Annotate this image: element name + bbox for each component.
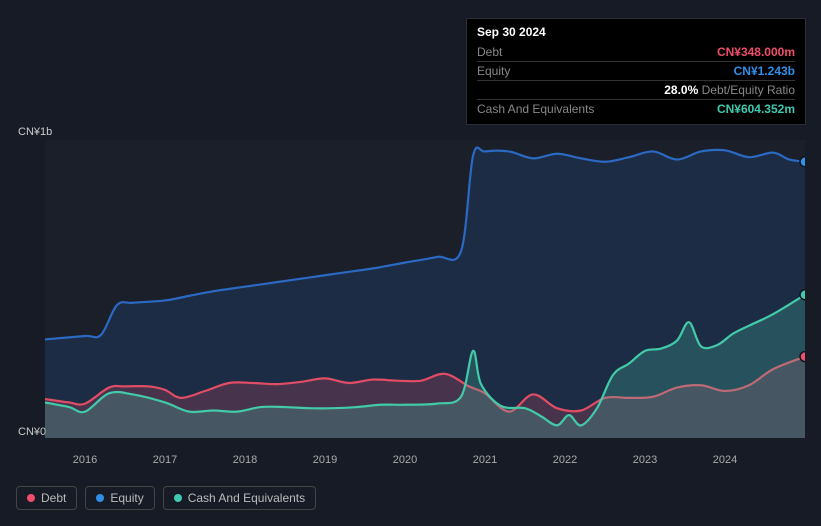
tooltip-panel: Sep 30 2024 Debt CN¥348.000m Equity CN¥1… [466, 18, 806, 125]
legend-dot [27, 494, 35, 502]
x-tick: 2019 [313, 454, 337, 466]
x-tick: 2017 [153, 454, 177, 466]
legend: Debt Equity Cash And Equivalents [16, 486, 316, 510]
x-tick: 2022 [553, 454, 577, 466]
chart-area[interactable] [45, 140, 805, 438]
y-axis-label-top: CN¥1b [18, 126, 52, 138]
plot-background [45, 140, 805, 438]
tooltip-row-label: Cash And Equivalents [477, 102, 594, 116]
x-tick: 2021 [473, 454, 497, 466]
legend-label: Debt [41, 491, 66, 505]
tooltip-row-ratio: 28.0% Debt/Equity Ratio [477, 81, 795, 100]
tooltip-row-value: 28.0% Debt/Equity Ratio [664, 83, 795, 97]
tooltip-row-label: Debt [477, 45, 502, 59]
legend-item-debt[interactable]: Debt [16, 486, 77, 510]
tooltip-row-debt: Debt CN¥348.000m [477, 43, 795, 62]
legend-item-cash[interactable]: Cash And Equivalents [163, 486, 316, 510]
legend-dot [174, 494, 182, 502]
legend-label: Equity [110, 491, 143, 505]
legend-item-equity[interactable]: Equity [85, 486, 154, 510]
legend-label: Cash And Equivalents [188, 491, 305, 505]
x-axis: 2016 2017 2018 2019 2020 2021 2022 2023 2024 [0, 454, 821, 468]
tooltip-row-equity: Equity CN¥1.243b [477, 62, 795, 81]
y-axis-label-bottom: CN¥0 [18, 426, 46, 438]
tooltip-row-label: Equity [477, 64, 510, 78]
tooltip-date: Sep 30 2024 [477, 25, 795, 43]
x-tick: 2024 [713, 454, 737, 466]
tooltip-row-cash: Cash And Equivalents CN¥604.352m [477, 100, 795, 118]
ratio-rest: Debt/Equity Ratio [698, 83, 795, 97]
x-tick: 2016 [73, 454, 97, 466]
x-tick: 2020 [393, 454, 417, 466]
x-tick: 2018 [233, 454, 257, 466]
ratio-bold: 28.0% [664, 83, 698, 97]
x-tick: 2023 [633, 454, 657, 466]
tooltip-row-value: CN¥604.352m [717, 102, 795, 116]
legend-dot [96, 494, 104, 502]
tooltip-row-value: CN¥1.243b [734, 64, 795, 78]
tooltip-row-value: CN¥348.000m [717, 45, 795, 59]
